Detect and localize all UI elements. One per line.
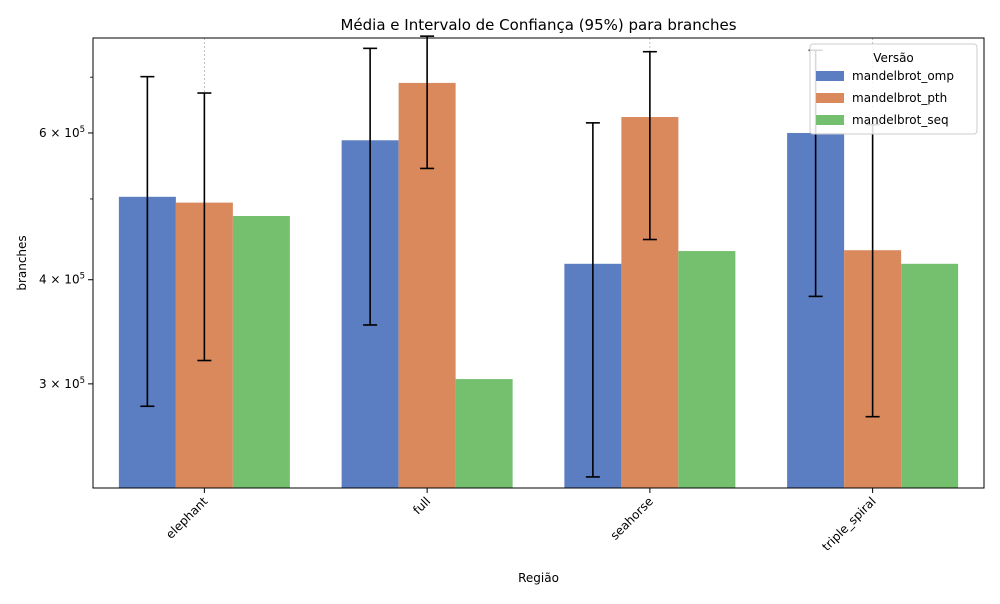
grid-layer <box>203 38 874 488</box>
legend-swatch <box>816 115 844 125</box>
x-axis-ticks: elephant full seahorse triple_spiral <box>163 488 879 554</box>
x-tick-label-elephant: elephant <box>163 494 211 542</box>
x-tick-label-triple_spiral: triple_spiral <box>819 494 878 553</box>
legend-label: mandelbrot_pth <box>852 91 947 105</box>
x-axis-label: Região <box>518 571 559 585</box>
error-bar-mandelbrot_pth-full <box>420 35 435 170</box>
error-bar-mandelbrot_pth-elephant <box>197 92 212 362</box>
bar-mandelbrot_seq-seahorse <box>678 251 736 488</box>
legend-item-mandelbrot_seq: mandelbrot_seq <box>816 113 949 127</box>
error-bar-layer <box>140 35 880 478</box>
legend-item-mandelbrot_omp: mandelbrot_omp <box>816 69 954 83</box>
bar-mandelbrot_seq-elephant <box>232 216 290 489</box>
legend-swatch <box>816 93 844 103</box>
legend-swatch <box>816 71 844 81</box>
legend-label: mandelbrot_omp <box>852 69 954 83</box>
plot-frame <box>92 37 985 489</box>
legend-items: mandelbrot_omp mandelbrot_pth mandelbrot_s… <box>816 69 954 127</box>
error-bar-mandelbrot_omp-elephant <box>140 75 155 408</box>
y-tick-label: 4 × 105 <box>39 272 85 287</box>
legend-label: mandelbrot_seq <box>852 113 949 127</box>
error-bar-mandelbrot_pth-seahorse <box>642 50 657 241</box>
legend-box <box>809 43 978 135</box>
y-tick-label: 3 × 105 <box>39 376 85 391</box>
y-axis-label: branches <box>15 235 29 290</box>
bar-mandelbrot_seq-full <box>455 379 513 488</box>
error-bar-mandelbrot_omp-seahorse <box>585 122 600 478</box>
bar-layer <box>118 82 959 489</box>
legend-item-mandelbrot_pth: mandelbrot_pth <box>816 91 947 105</box>
error-bar-mandelbrot_omp-full <box>363 47 378 326</box>
x-tick-label-seahorse: seahorse <box>608 494 656 542</box>
legend: Versão mandelbrot_ompmandelbrot_pthmande… <box>809 43 978 135</box>
x-tick-label-full: full <box>410 494 433 517</box>
legend-title: Versão <box>873 51 914 65</box>
bar-mandelbrot_seq-triple_spiral <box>901 263 959 488</box>
y-axis-ticks: 3 × 105 4 × 105 6 × 105 <box>39 76 93 391</box>
chart-title: Média e Intervalo de Confiança (95%) par… <box>340 16 736 34</box>
y-tick-label: 6 × 105 <box>39 125 85 140</box>
